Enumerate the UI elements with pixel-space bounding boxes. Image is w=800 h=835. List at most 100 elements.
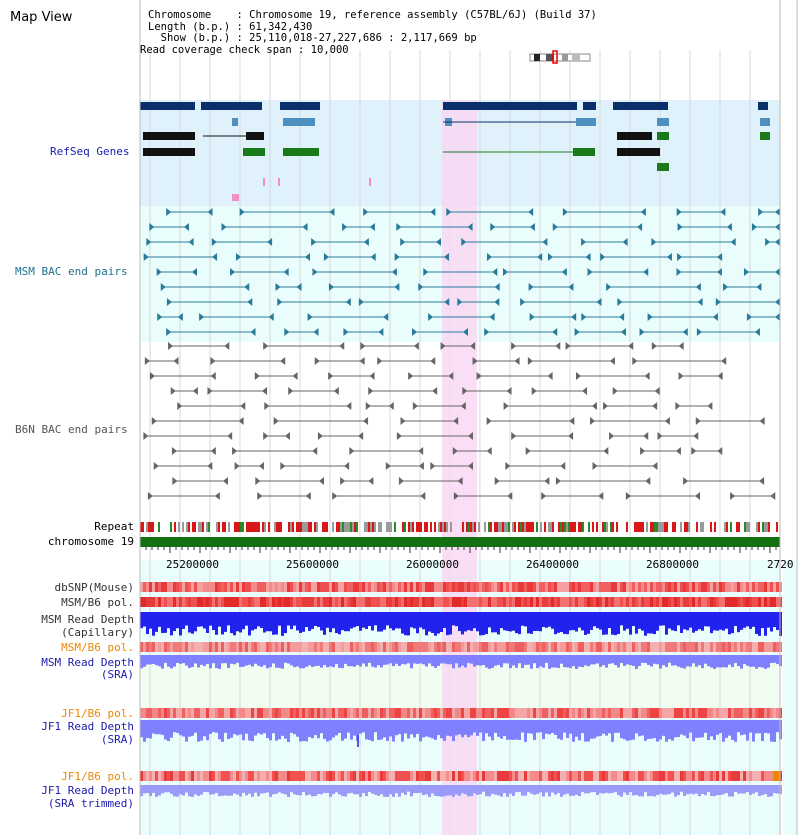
- repeat-feature: [146, 522, 148, 532]
- pol-heat: [326, 771, 329, 781]
- gene-exon: [283, 118, 315, 126]
- pol-heat: [692, 771, 695, 781]
- pol-heat: [590, 642, 593, 652]
- pol-heat: [149, 708, 152, 718]
- pol-heat: [536, 642, 539, 652]
- pol-heat: [233, 597, 236, 607]
- pol-heat: [305, 771, 308, 781]
- track-label-msm-bac[interactable]: MSM BAC end pairs: [15, 265, 128, 278]
- depth-bar: [608, 720, 611, 734]
- repeat-feature: [366, 522, 368, 532]
- pol-heat: [395, 708, 398, 718]
- pol-heat: [296, 771, 299, 781]
- bac-end-marker: [552, 328, 558, 336]
- pol-heat: [656, 771, 659, 781]
- depth-bar: [374, 785, 377, 795]
- pol-heat: [161, 642, 164, 652]
- bac-end-marker: [462, 387, 468, 395]
- pol-heat: [578, 771, 581, 781]
- depth-bar: [209, 612, 212, 626]
- depth-bar: [488, 655, 491, 669]
- pol-heat: [239, 597, 242, 607]
- depth-bar: [410, 612, 413, 628]
- depth-bar: [407, 785, 410, 792]
- pol-heat: [221, 771, 224, 781]
- bac-end-marker: [643, 432, 649, 440]
- pol-heat: [770, 642, 773, 652]
- ideogram-band: [546, 54, 554, 61]
- snp-heat: [509, 582, 512, 592]
- depth-bar: [602, 655, 605, 666]
- depth-bar: [557, 785, 560, 794]
- pol-heat: [251, 771, 254, 781]
- depth-bar: [725, 785, 728, 793]
- snp-heat: [239, 582, 242, 592]
- depth-bar: [647, 655, 650, 665]
- depth-bar: [497, 612, 500, 635]
- pol-heat: [281, 708, 284, 718]
- repeat-feature: [530, 522, 532, 532]
- depth-bar: [776, 720, 779, 733]
- pol-heat: [236, 771, 239, 781]
- pol-heat: [644, 771, 647, 781]
- pol-heat: [239, 708, 242, 718]
- pol-heat: [311, 708, 314, 718]
- repeat-feature: [192, 522, 194, 532]
- pol-heat: [581, 708, 584, 718]
- pol-heat: [656, 708, 659, 718]
- pol-heat: [215, 597, 218, 607]
- depth-bar: [179, 655, 182, 664]
- bac-end-marker: [173, 357, 179, 365]
- depth-bar: [224, 655, 227, 664]
- pol-heat: [233, 642, 236, 652]
- depth-bar: [350, 785, 353, 793]
- snp-heat: [167, 582, 170, 592]
- repeat-feature: [700, 522, 702, 532]
- pol-heat: [620, 771, 623, 781]
- snp-heat: [266, 582, 269, 592]
- depth-bar: [335, 612, 338, 634]
- pol-heat: [494, 708, 497, 718]
- depth-bar: [194, 785, 197, 795]
- pol-heat: [143, 708, 146, 718]
- snp-heat: [605, 582, 608, 592]
- depth-bar: [347, 655, 350, 667]
- depth-bar: [521, 785, 524, 796]
- pol-heat: [200, 642, 203, 652]
- pol-heat: [242, 642, 245, 652]
- bac-end-marker: [511, 342, 517, 350]
- depth-bar: [206, 655, 209, 665]
- depth-bar: [707, 655, 710, 667]
- pol-heat: [569, 642, 572, 652]
- pol-heat: [173, 642, 176, 652]
- pol-heat: [455, 771, 458, 781]
- repeat-feature: [502, 522, 504, 532]
- pol-heat: [290, 708, 293, 718]
- pol-heat: [614, 642, 617, 652]
- depth-bar: [761, 655, 764, 668]
- depth-bar: [776, 785, 779, 794]
- pol-heat: [659, 642, 662, 652]
- pol-heat: [422, 642, 425, 652]
- depth-bar: [503, 785, 506, 794]
- pol-heat: [569, 771, 572, 781]
- depth-bar: [761, 612, 764, 629]
- pol-heat: [317, 642, 320, 652]
- repeat-feature: [666, 522, 668, 532]
- depth-bar: [479, 720, 482, 733]
- pol-heat: [401, 771, 404, 781]
- pol-heat: [761, 708, 764, 718]
- pol-heat: [368, 642, 371, 652]
- pol-heat: [434, 597, 437, 607]
- repeat-feature: [640, 522, 642, 532]
- track-label-refseq[interactable]: RefSeq Genes: [50, 145, 130, 158]
- bac-end-marker: [651, 238, 657, 246]
- pol-heat: [620, 642, 623, 652]
- depth-bar: [719, 785, 722, 795]
- depth-bar: [740, 612, 743, 630]
- track-label-b6n-bac[interactable]: B6N BAC end pairs: [15, 423, 128, 436]
- depth-bar: [653, 720, 656, 739]
- repeat-feature: [582, 522, 584, 532]
